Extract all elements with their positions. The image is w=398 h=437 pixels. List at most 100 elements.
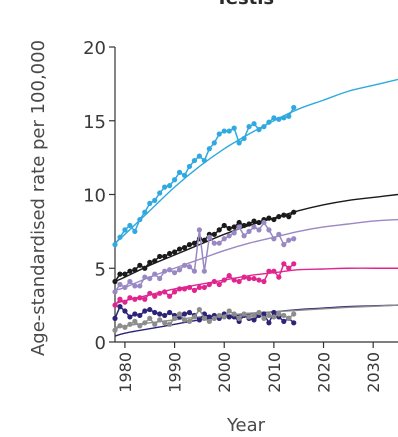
series-2-point [221,236,227,242]
series-3-point [112,302,118,308]
series-1-point [211,231,217,237]
chart-title: Testis [216,0,274,9]
series-0-observed-line [114,107,295,246]
series-3-point [246,275,252,282]
series-1-point [286,214,292,220]
series-0-point [162,184,168,190]
series-3-point [286,265,292,271]
series-5-point [162,320,168,326]
series-5-point [157,317,163,323]
series-3-point [281,261,287,267]
series-1-point [157,253,163,260]
series-2-point [286,237,292,243]
x-tick-label: 2030 [364,352,383,393]
series-5-point [147,315,153,321]
series-2-point [147,275,153,282]
series-3-point [196,284,202,291]
series-0-point [147,200,153,206]
series-0-point [201,157,207,164]
series-3-point [157,290,163,296]
y-axis-label: Age-standardised rate per 100,000 [28,40,49,356]
series-3-point [261,278,267,285]
series-4-point [196,317,202,323]
series-0-point [122,227,128,233]
series-5-point [261,315,267,321]
x-tick-label: 2000 [215,352,234,393]
series-5-point [142,320,148,326]
series-3-point [162,289,168,295]
series-3-point [211,278,217,285]
series-1-point [127,268,133,274]
series-1-point [167,250,173,257]
series-4-point [137,312,143,319]
x-tick-label: 1990 [166,352,185,393]
series-2-point [196,227,202,233]
series-5-point [152,321,158,327]
series-1-point [246,221,252,227]
series-3-point [176,286,183,292]
series-2-point [152,271,158,277]
series-4-fitted-line [114,304,398,337]
series-3-point [276,274,282,280]
series-2-point [291,236,297,242]
series-0-point [231,125,237,131]
series-2-point [226,233,232,239]
series-5-point [186,318,193,324]
series-0-point [191,157,198,164]
series-3-point [266,268,272,274]
series-5-point [241,311,247,317]
series-5-point [286,315,292,321]
series-2-point [256,227,262,233]
series-4-point [112,315,118,321]
series-0-point [137,216,143,223]
x-tick-label: 1980 [116,352,135,393]
series-1-point [137,262,143,268]
series-3-point [137,295,143,301]
series-0-point [186,163,193,170]
series-2-point [117,281,123,288]
series-0-point [117,234,123,240]
series-4-point [127,314,133,320]
series-0-point [256,127,262,133]
series-1-point [256,219,262,226]
series-0-point [221,128,227,134]
series-5-point [191,314,198,320]
series-0-point [216,131,222,137]
y-tick-label: 20 [83,38,106,59]
series-0-point [112,242,118,248]
series-5-point [117,323,123,329]
series-5-point [122,324,128,330]
y-tick-label: 10 [83,186,106,207]
series-0-point [176,169,183,175]
series-5-fitted-line [114,304,398,328]
series-4-point [266,320,272,326]
series-4-point [157,311,163,317]
series-4-point [271,309,277,316]
series-1-point [191,240,198,246]
series-5-point [167,321,173,327]
series-4-point [152,309,158,316]
series-5-point [221,314,227,320]
series-4-point [142,308,148,314]
series-2-point [251,224,257,230]
series-5-point [176,311,183,317]
series-3-point [117,296,123,302]
series-5-point [246,314,252,320]
series-5-point [181,317,188,323]
series-5-point [216,312,222,319]
series-3-point [231,277,237,283]
series-4-point [261,311,267,317]
series-1-point [201,237,207,243]
series-3-point [256,277,262,283]
series-4-point [251,317,257,323]
series-1-point [147,259,153,265]
series-1-point [236,219,242,226]
series-3-point [251,275,257,282]
series-2-point [266,227,272,233]
series-1-point [162,253,168,260]
series-2-point [112,289,118,295]
series-2-point [191,268,198,274]
series-0-point [251,121,257,127]
series-3-point [241,274,247,280]
series-2-point [236,224,242,230]
